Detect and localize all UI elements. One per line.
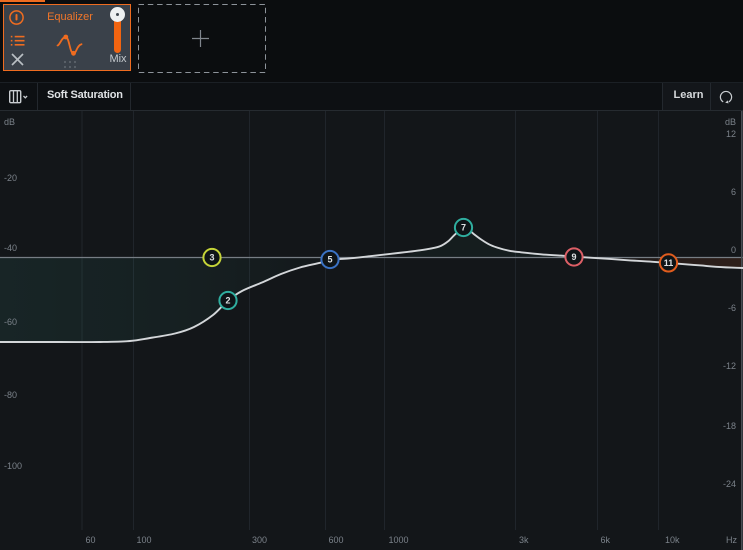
svg-text:3: 3	[209, 253, 214, 263]
svg-text:600: 600	[329, 535, 344, 545]
svg-text:60: 60	[86, 535, 96, 545]
svg-text:7: 7	[461, 223, 466, 233]
svg-text:11: 11	[664, 258, 674, 268]
svg-text:12: 12	[726, 129, 736, 139]
svg-text:dB: dB	[725, 117, 736, 127]
svg-text:5: 5	[327, 255, 332, 265]
svg-text:2: 2	[225, 296, 230, 306]
svg-text:6k: 6k	[601, 535, 611, 545]
svg-text:Hz: Hz	[726, 535, 737, 545]
svg-text:-18: -18	[723, 421, 736, 431]
svg-text:3k: 3k	[519, 535, 529, 545]
svg-text:-12: -12	[723, 361, 736, 371]
svg-text:1000: 1000	[389, 535, 409, 545]
svg-text:-6: -6	[728, 303, 736, 313]
svg-text:-100: -100	[4, 461, 22, 471]
svg-text:-24: -24	[723, 479, 736, 489]
svg-text:0: 0	[731, 245, 736, 255]
svg-text:6: 6	[731, 187, 736, 197]
svg-text:-20: -20	[4, 173, 17, 183]
svg-text:10k: 10k	[665, 535, 680, 545]
svg-text:300: 300	[252, 535, 267, 545]
svg-text:9: 9	[571, 252, 576, 262]
svg-text:-40: -40	[4, 243, 17, 253]
svg-text:100: 100	[137, 535, 152, 545]
svg-text:-60: -60	[4, 317, 17, 327]
svg-text:-80: -80	[4, 390, 17, 400]
svg-text:dB: dB	[4, 117, 15, 127]
